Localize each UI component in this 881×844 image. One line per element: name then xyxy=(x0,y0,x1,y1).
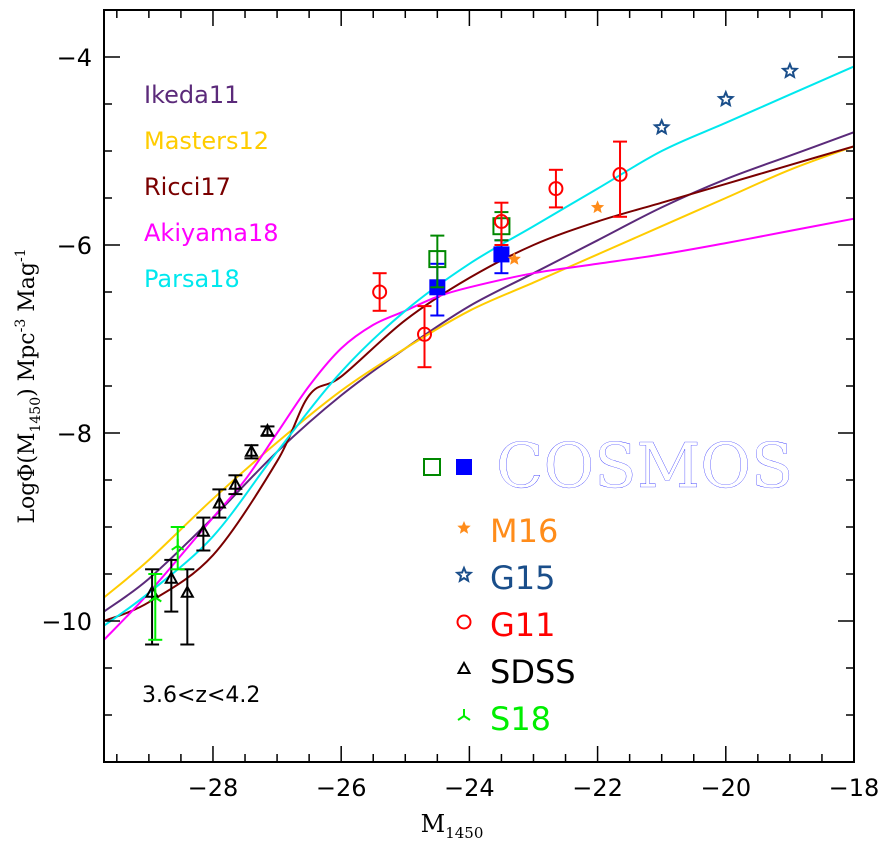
data-point xyxy=(417,326,433,342)
legend-label-sdss: SDSS xyxy=(490,653,576,691)
legend-label-s18: S18 xyxy=(490,700,551,738)
legend-marker-sdss xyxy=(456,660,472,674)
series-m16 xyxy=(507,200,605,265)
data-point xyxy=(652,117,671,136)
y-tick-label: −8 xyxy=(57,420,92,448)
legend-marker-m16 xyxy=(457,521,471,534)
data-point xyxy=(372,284,388,300)
legend-label-ikeda11: Ikeda11 xyxy=(144,81,239,109)
legend-label-g15: G15 xyxy=(490,559,556,597)
legend-label-masters12: Masters12 xyxy=(144,127,269,155)
data-point xyxy=(612,167,628,182)
x-tick-label: −28 xyxy=(188,774,239,802)
y-axis-label: LogΦ(M1450) Mpc-3 Mag-1 xyxy=(13,248,44,523)
redshift-annotation: 3.6<z<4.2 xyxy=(142,683,260,708)
data-point xyxy=(196,523,211,537)
series-g11 xyxy=(372,140,628,369)
x-tick-label: −20 xyxy=(700,774,751,802)
legend-label-ricci17: Ricci17 xyxy=(144,173,231,201)
y-tick-label: −10 xyxy=(41,608,92,636)
data-point xyxy=(493,246,510,263)
legend-marker-cosmos xyxy=(456,459,472,475)
data-points xyxy=(144,61,800,646)
data-point xyxy=(507,252,521,265)
series-g15 xyxy=(652,61,800,136)
data-point xyxy=(493,214,509,229)
y-tick-label: −6 xyxy=(57,232,92,260)
x-axis-label: M1450 xyxy=(421,810,484,842)
legend-label-akiyama18: Akiyama18 xyxy=(144,219,279,247)
data-point xyxy=(716,89,736,108)
legend-label-cosmos: COSMOS xyxy=(496,429,794,502)
curve-ricci17 xyxy=(103,145,855,622)
data-point xyxy=(180,584,195,598)
curve-ikeda11 xyxy=(103,131,855,613)
data-point xyxy=(590,200,605,214)
y-tick-label: −4 xyxy=(57,44,92,72)
data-point xyxy=(228,476,243,490)
legend-marker-cosmos-open xyxy=(423,458,441,476)
x-tick-label: −18 xyxy=(829,774,880,802)
data-point xyxy=(212,495,227,509)
legend-label-g11: G11 xyxy=(490,606,556,644)
plot-frame xyxy=(103,9,855,763)
legend-label-parsa18: Parsa18 xyxy=(144,265,240,293)
legend-data: COSMOS M16 G15 G11 SDSS S18 xyxy=(423,429,794,738)
data-point xyxy=(780,61,800,79)
axis-ticks xyxy=(104,10,854,763)
series-sdss xyxy=(144,423,275,646)
x-tick-label: −26 xyxy=(316,774,367,802)
series-s18 xyxy=(148,526,185,641)
data-point xyxy=(244,443,259,457)
data-point xyxy=(171,538,185,551)
model-curves xyxy=(103,65,855,641)
data-point xyxy=(548,181,564,197)
x-tick-label: −22 xyxy=(572,774,623,802)
data-point xyxy=(148,590,162,603)
legend-marker-g11 xyxy=(456,614,472,630)
data-point xyxy=(164,570,179,584)
legend-marker-g15 xyxy=(454,565,474,583)
curve-masters12 xyxy=(103,145,855,599)
x-tick-label: −24 xyxy=(444,774,495,802)
curve-parsa18 xyxy=(103,65,855,627)
tick-labels: −28 −26 −24 −22 −20 −18 −10 −8 −6 −4 xyxy=(41,44,879,802)
legend-label-m16: M16 xyxy=(490,512,558,550)
legend-models: Ikeda11 Masters12 Ricci17 Akiyama18 Parsa18 xyxy=(144,81,279,293)
data-point xyxy=(428,250,447,269)
legend-marker-s18 xyxy=(457,709,471,721)
data-point xyxy=(260,423,275,437)
